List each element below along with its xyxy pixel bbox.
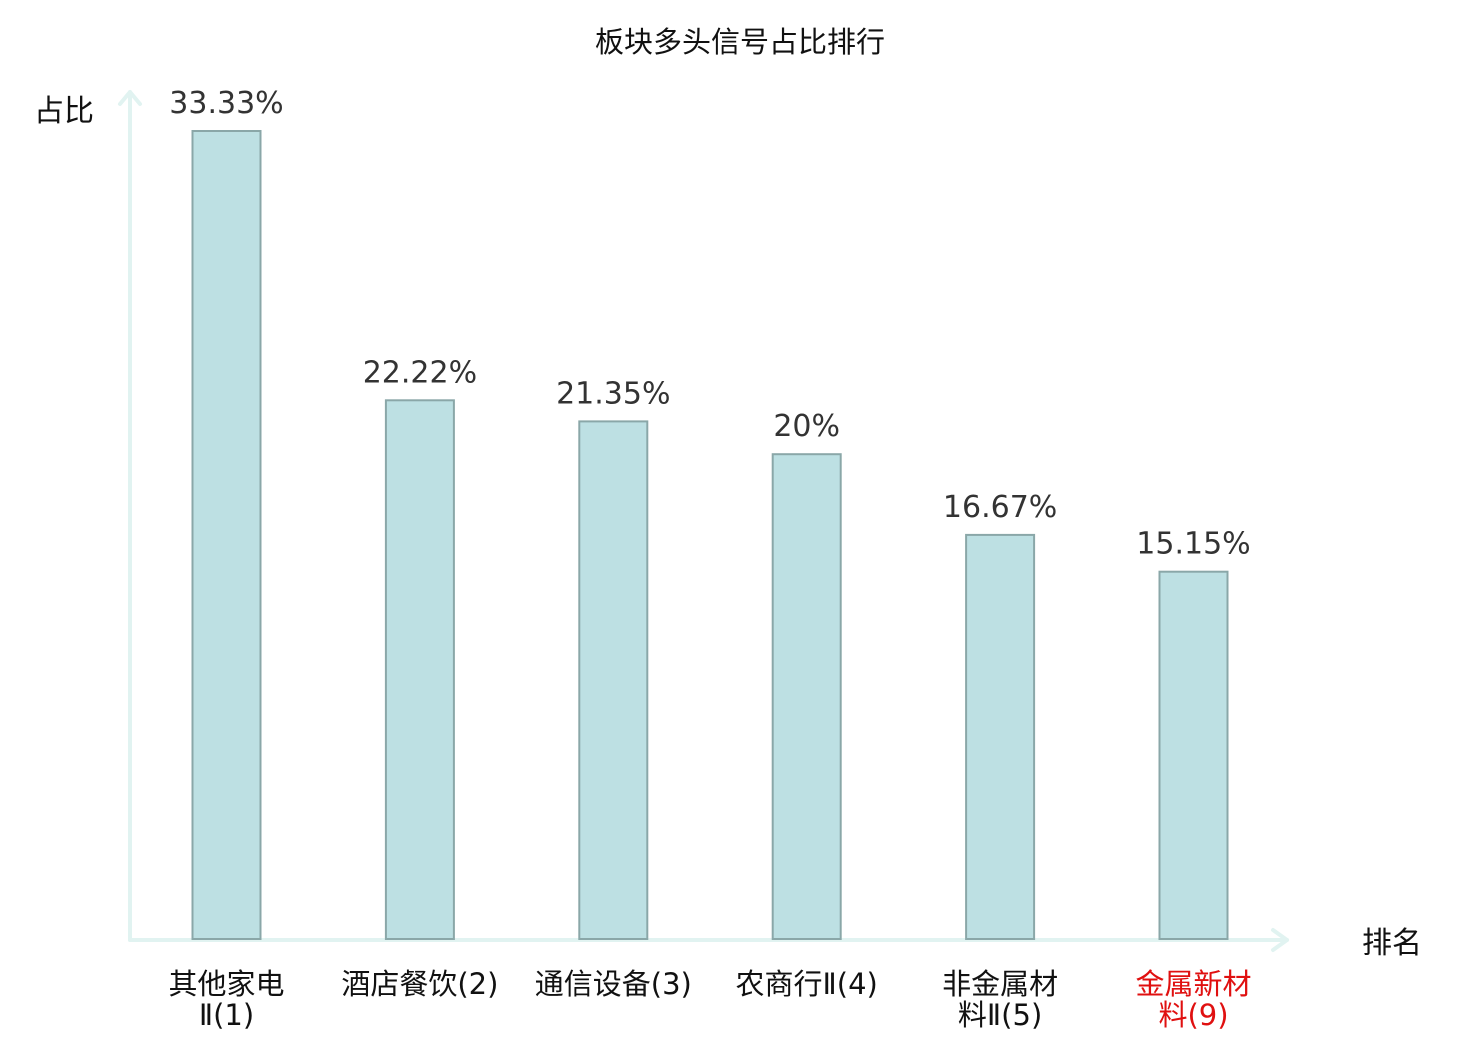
bar xyxy=(384,399,455,940)
x-axis-arrow xyxy=(1271,928,1289,952)
bar-value-label: 16.67% xyxy=(943,490,1057,525)
bar-value-label: 15.15% xyxy=(1136,527,1250,562)
chart-title: 板块多头信号占比排行 xyxy=(595,25,885,59)
y-axis-arrow xyxy=(118,90,142,106)
category-label: 料(9) xyxy=(1158,998,1228,1032)
bar-value-label: 21.35% xyxy=(556,376,670,411)
category-label: 农商行Ⅱ(4) xyxy=(736,967,878,1001)
x-axis-label: 排名 xyxy=(1362,926,1422,961)
category-label: 料Ⅱ(5) xyxy=(958,998,1042,1032)
value-labels: 33.33% 22.22% 21.35% 20% 16.67% 15.15% xyxy=(169,86,1250,562)
bar-value-label: 33.33% xyxy=(169,86,283,121)
category-label: 非金属材 xyxy=(942,967,1058,1001)
category-label: 通信设备(3) xyxy=(535,967,692,1001)
bar xyxy=(1158,570,1229,940)
category-label: 其他家电 xyxy=(168,967,284,1001)
axes xyxy=(118,90,1289,952)
bar xyxy=(191,130,262,940)
bar-value-label: 22.22% xyxy=(363,355,477,390)
bar-value-label: 20% xyxy=(773,409,840,444)
y-axis-label: 占比 xyxy=(34,94,94,129)
category-label: 金属新材 xyxy=(1135,967,1251,1001)
category-label: Ⅱ(1) xyxy=(199,998,254,1032)
bar xyxy=(771,453,842,940)
bar xyxy=(965,533,1036,941)
bar xyxy=(578,420,649,940)
bars xyxy=(191,130,1229,941)
category-label: 酒店餐饮(2) xyxy=(341,967,498,1001)
